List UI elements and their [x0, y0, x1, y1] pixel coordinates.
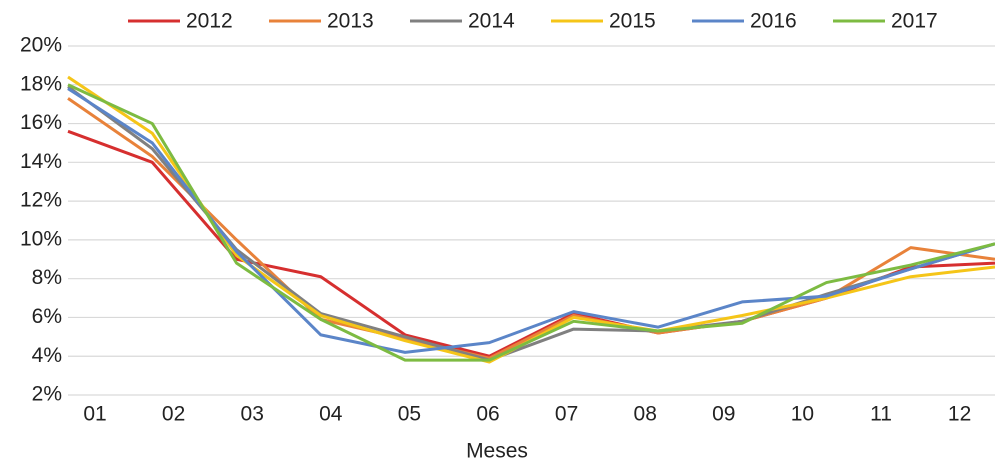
x-tick-label: 11 — [870, 403, 892, 426]
y-tick-label: 10% — [20, 227, 62, 250]
legend-label: 2013 — [327, 10, 374, 33]
x-tick-label: 10 — [791, 403, 814, 426]
x-tick-label: 03 — [241, 403, 264, 426]
series-line — [67, 83, 995, 362]
x-tick-label: 06 — [476, 403, 499, 426]
x-tick-label: 08 — [634, 403, 657, 426]
x-axis-label: Meses — [466, 440, 528, 463]
x-tick-label: 01 — [83, 403, 106, 426]
legend-label: 2016 — [750, 10, 797, 33]
x-tick-label: 02 — [162, 403, 185, 426]
legend-label: 2015 — [609, 10, 656, 33]
y-tick-label: 18% — [20, 72, 62, 95]
x-tick-label: 12 — [948, 403, 971, 426]
y-tick-label: 20% — [20, 34, 62, 57]
series-line — [67, 97, 995, 360]
y-tick-label: 12% — [20, 189, 62, 212]
y-tick-label: 2% — [32, 383, 62, 406]
series-line — [67, 75, 995, 364]
series-line — [67, 129, 995, 358]
x-tick-label: 05 — [398, 403, 421, 426]
x-tick-label: 04 — [319, 403, 343, 426]
legend-label: 2014 — [468, 10, 515, 33]
series-line — [67, 87, 995, 354]
legend-label: 2012 — [186, 10, 233, 33]
y-tick-label: 14% — [20, 150, 62, 173]
y-tick-label: 6% — [32, 305, 62, 328]
x-tick-label: 09 — [712, 403, 735, 426]
y-tick-label: 16% — [20, 111, 62, 134]
x-tick-label: 07 — [555, 403, 578, 426]
y-tick-label: 4% — [32, 344, 62, 367]
y-tick-label: 8% — [32, 266, 62, 289]
legend-label: 2017 — [891, 10, 938, 33]
